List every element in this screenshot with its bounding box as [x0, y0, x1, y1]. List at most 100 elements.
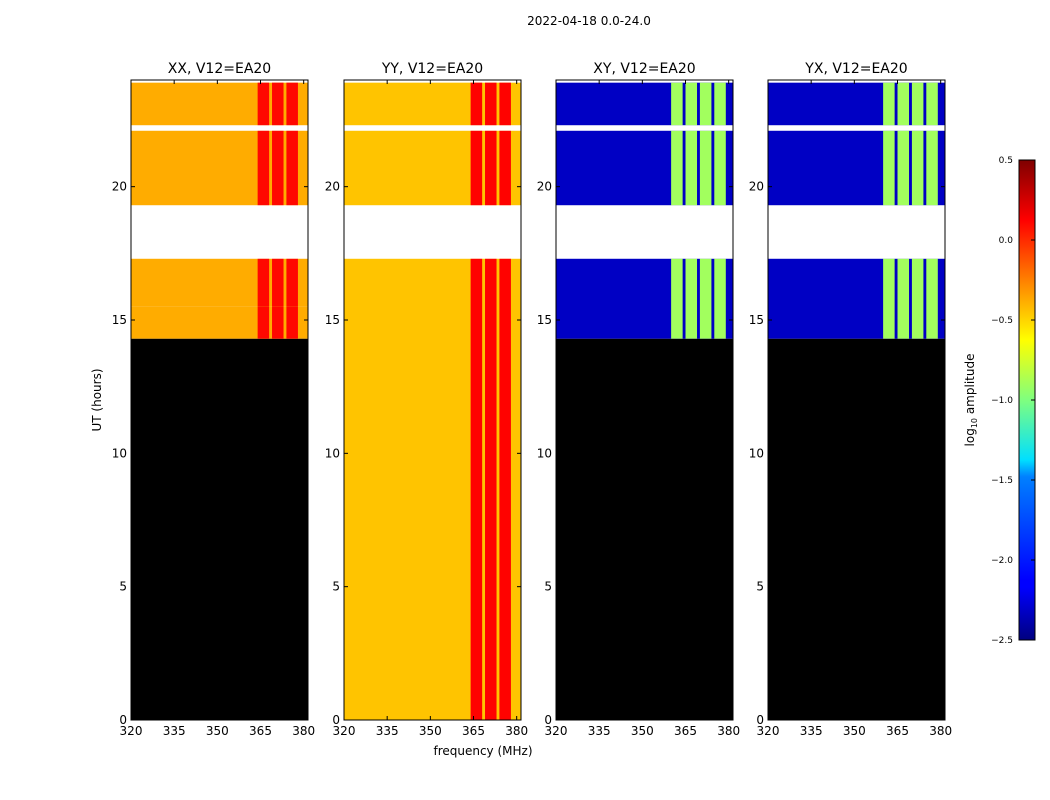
x-tick-label: 335 [163, 724, 186, 738]
rfi-band [272, 306, 284, 339]
blank-region [131, 125, 308, 131]
x-tick-label: 380 [929, 724, 952, 738]
blank-region [768, 125, 945, 131]
colorbar-tick-label: 0.5 [999, 156, 1013, 166]
rfi-band [911, 130, 924, 206]
rfi-band [272, 258, 284, 307]
blank-region [556, 125, 733, 131]
colorbar-tick-label: −0.5 [991, 316, 1013, 326]
x-tick-label: 320 [120, 724, 143, 738]
rfi-band [257, 258, 270, 307]
panel-frame [767, 79, 946, 721]
rfi-band [671, 258, 683, 339]
x-tick-label: 320 [545, 724, 568, 738]
colorbar-label: log10 amplitude [963, 354, 979, 447]
y-tick-label: 20 [749, 180, 764, 194]
panel-YX: YX, V12=EA20 320 335 350 365 380 0 5 10 15 20 [749, 61, 952, 738]
y-tick-label: 5 [544, 580, 552, 594]
x-tick-label: 380 [292, 724, 315, 738]
panel-title: YY, V12=EA20 [381, 61, 483, 77]
rfi-band [897, 82, 910, 126]
flagged-region [768, 338, 945, 720]
x-tick-label: 380 [717, 724, 740, 738]
x-tick-label: 365 [674, 724, 697, 738]
y-tick-label: 10 [112, 446, 127, 460]
blank-region [344, 125, 521, 131]
rfi-band [883, 258, 895, 339]
y-tick-label: 0 [332, 713, 340, 727]
x-axis-label: frequency (MHz) [433, 744, 532, 758]
x-tick-label: 350 [206, 724, 229, 738]
x-tick-label: 365 [249, 724, 272, 738]
y-tick-label: 10 [749, 446, 764, 460]
y-tick-label: 15 [112, 313, 127, 327]
rfi-band [485, 82, 497, 126]
panel-plot-area [556, 82, 733, 720]
rfi-band [485, 130, 497, 206]
x-tick-label: 365 [462, 724, 485, 738]
rfi-band [257, 306, 270, 339]
rfi-band [911, 82, 924, 126]
x-tick-label: 365 [886, 724, 909, 738]
panel-plot-area [344, 82, 521, 720]
y-axis-label: UT (hours) [90, 368, 104, 431]
rfi-band [499, 130, 511, 206]
y-tick-label: 15 [325, 313, 340, 327]
flagged-region [131, 338, 308, 720]
rfi-band [699, 82, 712, 126]
x-tick-label: 335 [376, 724, 399, 738]
rfi-band [286, 82, 298, 126]
rfi-band [272, 130, 284, 206]
rfi-band [926, 82, 938, 126]
y-tick-label: 0 [119, 713, 127, 727]
y-tick-label: 20 [112, 180, 127, 194]
rfi-band [926, 130, 938, 206]
panel-title: XX, V12=EA20 [168, 61, 271, 77]
rfi-band [499, 258, 511, 720]
rfi-band [883, 82, 895, 126]
blank-region [768, 205, 945, 259]
rfi-band [286, 306, 298, 339]
panel-XY: XY, V12=EA20 320 335 350 365 380 0 5 10 15 20 [537, 61, 740, 738]
rfi-band [926, 258, 938, 339]
rfi-band [699, 130, 712, 206]
rfi-band [714, 258, 726, 339]
rfi-band [257, 130, 270, 206]
x-tick-label: 335 [800, 724, 823, 738]
x-tick-label: 320 [333, 724, 356, 738]
rfi-band [699, 258, 712, 339]
panel-YY: YY, V12=EA20 320 335 350 365 380 0 5 10 15 20 [325, 61, 528, 738]
colorbar-ticks: 0.5 0.0 −0.5 −1.0 −1.5 −2.0 −2.5 [991, 156, 1035, 646]
y-tick-label: 10 [325, 446, 340, 460]
colorbar-tick-label: −2.0 [991, 556, 1013, 566]
rfi-band [911, 258, 924, 339]
rfi-band [714, 130, 726, 206]
rfi-band [897, 130, 910, 206]
rfi-band [714, 82, 726, 126]
y-tick-label: 20 [537, 180, 552, 194]
rfi-band [470, 130, 483, 206]
panel-frame [555, 79, 734, 721]
y-tick-label: 5 [119, 580, 127, 594]
y-tick-label: 0 [544, 713, 552, 727]
blank-region [131, 205, 308, 259]
rfi-band [671, 130, 683, 206]
rfi-band [671, 82, 683, 126]
colorbar-tick-label: −1.0 [991, 396, 1013, 406]
y-tick-label: 5 [332, 580, 340, 594]
colorbar-tick-label: −2.5 [991, 636, 1013, 646]
x-tick-label: 380 [505, 724, 528, 738]
rfi-band [685, 130, 698, 206]
rfi-band [485, 258, 497, 720]
rfi-band [257, 82, 270, 126]
rfi-band [470, 258, 483, 720]
rfi-band [470, 82, 483, 126]
panel-plot-area [768, 82, 945, 720]
rfi-band [272, 82, 284, 126]
y-tick-label: 10 [537, 446, 552, 460]
panel-XX: XX, V12=EA20 320 335 350 365 380 0 5 10 15 20 [112, 61, 315, 738]
rfi-band [883, 130, 895, 206]
colorbar: 0.5 0.0 −0.5 −1.0 −1.5 −2.0 −2.5 log10 amplitu… [963, 156, 1036, 646]
panel-plot-area [131, 82, 308, 720]
rfi-band [286, 130, 298, 206]
